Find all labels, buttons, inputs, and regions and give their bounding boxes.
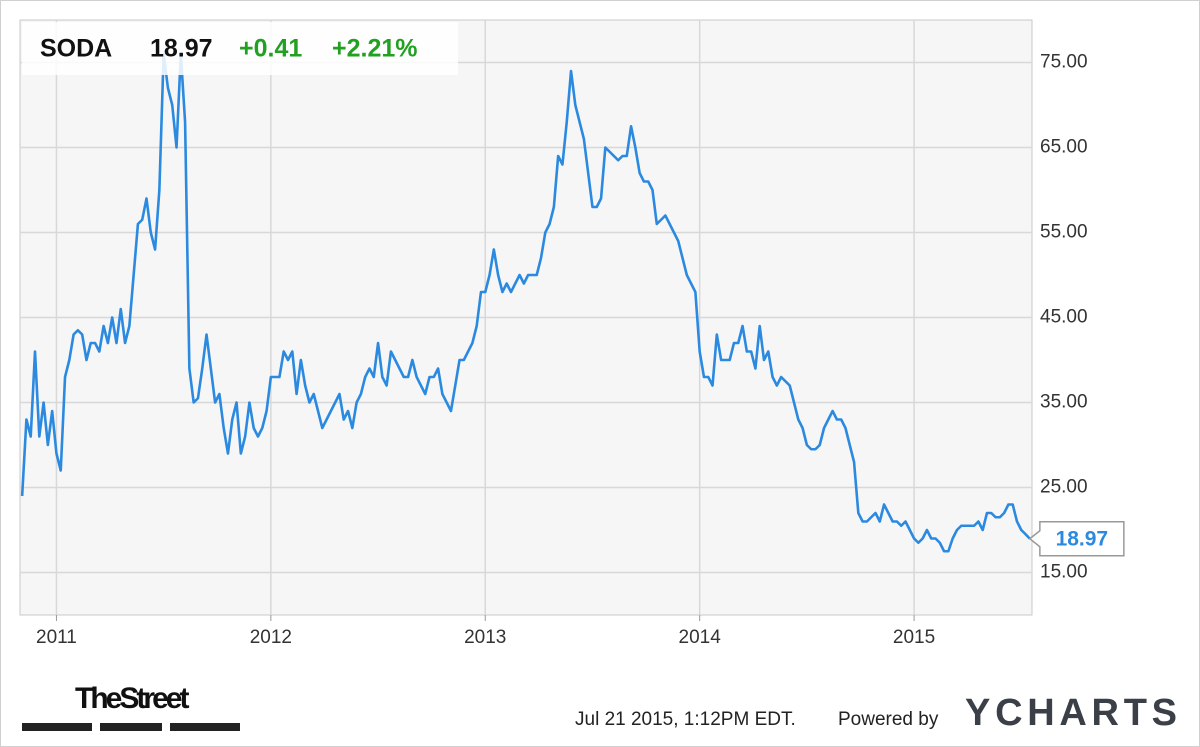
grid xyxy=(20,20,1032,621)
y-tick-label: 15.00 xyxy=(1040,562,1088,583)
quote-box xyxy=(22,22,458,75)
x-tick-label: 2014 xyxy=(679,627,722,648)
y-tick-label: 45.00 xyxy=(1040,307,1088,328)
y-tick-label: 25.00 xyxy=(1040,477,1088,498)
price: 18.97 xyxy=(150,35,213,63)
change: +0.41 xyxy=(239,35,302,63)
ticker: SODA xyxy=(40,35,112,63)
logo-bar xyxy=(100,723,162,731)
y-tick-label: 75.00 xyxy=(1040,52,1088,73)
logo-bar xyxy=(22,723,92,731)
powered-by: Powered by xyxy=(838,709,939,730)
x-tick-label: 2015 xyxy=(893,627,935,648)
y-tick-label: 35.00 xyxy=(1040,392,1088,413)
logo-bar xyxy=(170,723,240,731)
price-line xyxy=(20,52,1031,553)
x-tick-label: 2012 xyxy=(250,627,292,648)
y-tick-label: 55.00 xyxy=(1040,222,1088,243)
change-percent: +2.21% xyxy=(332,35,418,63)
y-tick-label: 65.00 xyxy=(1040,137,1088,158)
last-value-label: 18.97 xyxy=(1056,527,1109,550)
series-group xyxy=(20,52,1031,553)
timestamp: Jul 21 2015, 1:12PM EDT. xyxy=(575,709,796,730)
source-logo: TheStreet xyxy=(75,682,190,715)
callout-box xyxy=(1028,521,1125,557)
brand-logo: YCHARTS xyxy=(965,692,1177,734)
last-value-callout: 18.97 xyxy=(1028,521,1125,557)
x-tick-label: 2011 xyxy=(36,627,77,648)
x-tick-label: 2013 xyxy=(464,627,506,648)
